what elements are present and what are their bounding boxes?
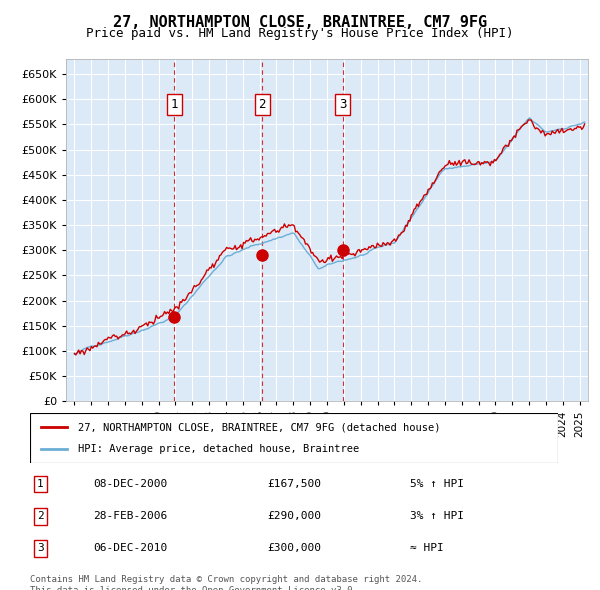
Text: 5% ↑ HPI: 5% ↑ HPI	[410, 479, 464, 489]
Text: 1: 1	[170, 98, 178, 111]
FancyBboxPatch shape	[30, 413, 558, 463]
Text: £290,000: £290,000	[268, 512, 322, 521]
Text: £167,500: £167,500	[268, 479, 322, 489]
Text: HPI: Average price, detached house, Braintree: HPI: Average price, detached house, Brai…	[77, 444, 359, 454]
Text: 3: 3	[339, 98, 346, 111]
Text: ≈ HPI: ≈ HPI	[410, 543, 444, 553]
Text: 27, NORTHAMPTON CLOSE, BRAINTREE, CM7 9FG (detached house): 27, NORTHAMPTON CLOSE, BRAINTREE, CM7 9F…	[77, 422, 440, 432]
Text: Contains HM Land Registry data © Crown copyright and database right 2024.
This d: Contains HM Land Registry data © Crown c…	[30, 575, 422, 590]
Text: 3% ↑ HPI: 3% ↑ HPI	[410, 512, 464, 521]
Text: 1: 1	[37, 479, 44, 489]
Text: 08-DEC-2000: 08-DEC-2000	[94, 479, 167, 489]
Text: £300,000: £300,000	[268, 543, 322, 553]
Text: 27, NORTHAMPTON CLOSE, BRAINTREE, CM7 9FG: 27, NORTHAMPTON CLOSE, BRAINTREE, CM7 9F…	[113, 15, 487, 30]
Text: 3: 3	[37, 543, 44, 553]
Text: Price paid vs. HM Land Registry's House Price Index (HPI): Price paid vs. HM Land Registry's House …	[86, 27, 514, 40]
Text: 2: 2	[259, 98, 266, 111]
Text: 06-DEC-2010: 06-DEC-2010	[94, 543, 167, 553]
Text: 2: 2	[37, 512, 44, 521]
Text: 28-FEB-2006: 28-FEB-2006	[94, 512, 167, 521]
